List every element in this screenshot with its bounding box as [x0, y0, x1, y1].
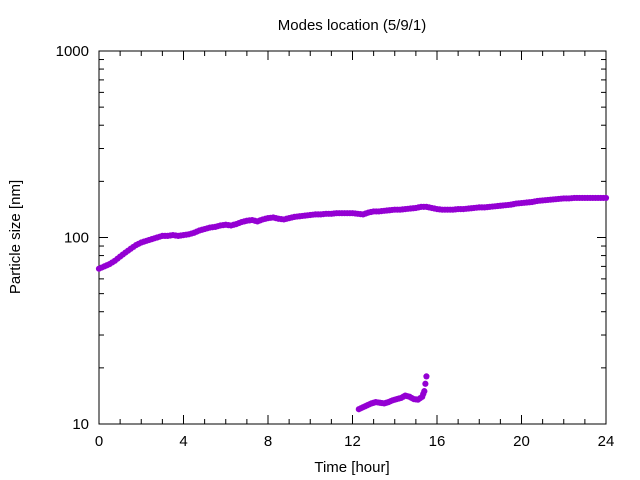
x-tick-label: 4	[179, 433, 187, 450]
x-tick-label: 16	[429, 433, 446, 450]
x-axis-label: Time [hour]	[314, 459, 389, 476]
x-tick-labels: 0 4 8 12 16 20 24	[95, 433, 615, 450]
x-tick-label: 24	[598, 433, 615, 450]
y-tick-label: 100	[64, 230, 89, 247]
data-point-series-2	[421, 388, 428, 395]
x-tick-label: 12	[344, 433, 361, 450]
data-points	[95, 194, 610, 413]
y-axis-label: Particle size [nm]	[7, 180, 24, 294]
y-tick-labels: 10 100 1000	[56, 43, 89, 433]
axis-ticks	[98, 50, 607, 425]
data-point-series-1	[602, 194, 610, 202]
x-tick-label: 20	[513, 433, 530, 450]
x-tick-label: 0	[95, 433, 103, 450]
chart-title: Modes location (5/9/1)	[278, 17, 426, 34]
data-point-series-2	[423, 373, 430, 380]
data-point-series-2	[422, 380, 429, 387]
x-tick-label: 8	[264, 433, 272, 450]
y-tick-label: 1000	[56, 43, 89, 60]
y-tick-label: 10	[72, 416, 89, 433]
